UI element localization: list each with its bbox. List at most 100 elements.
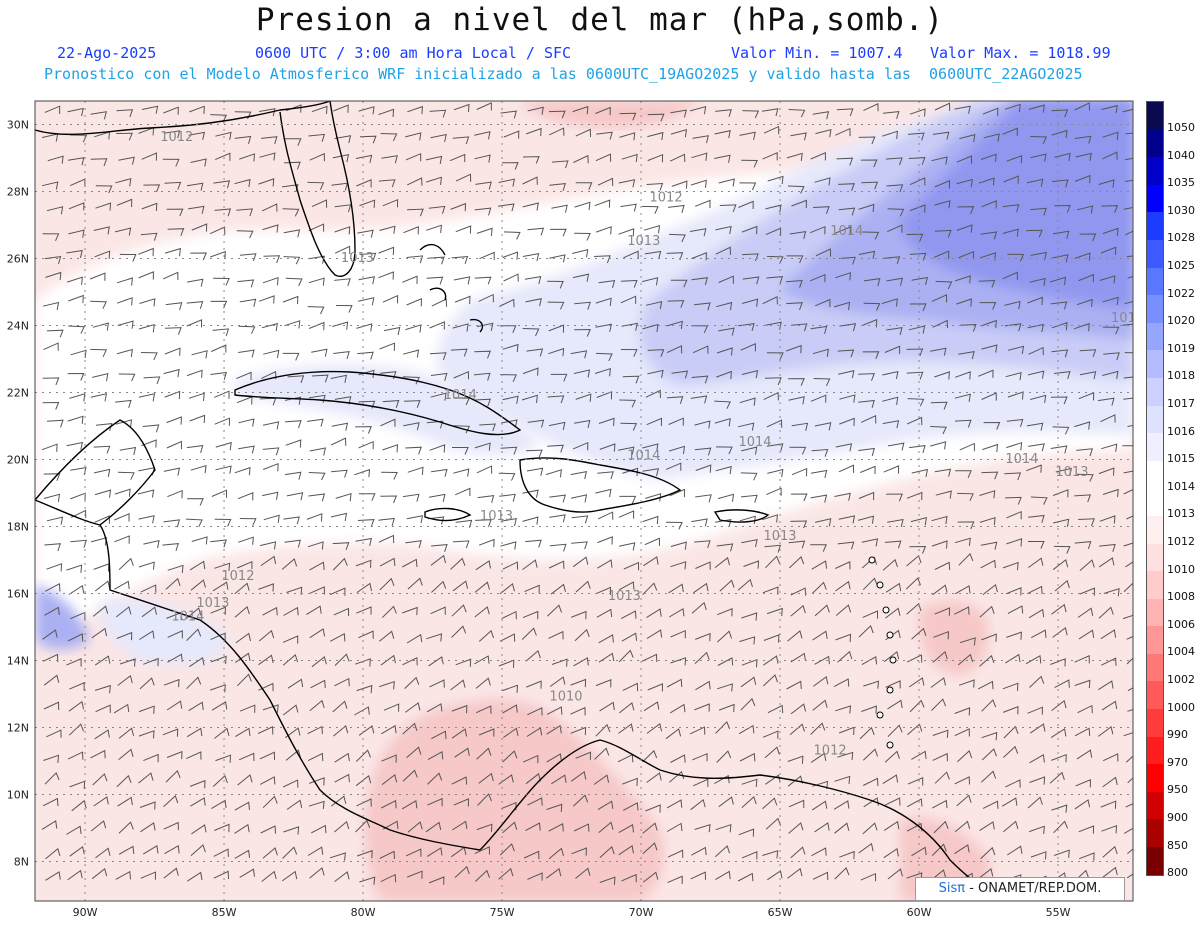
wind-barb <box>41 443 58 452</box>
wind-barb <box>738 724 755 735</box>
wind-barb <box>428 656 444 667</box>
wind-barb <box>595 723 611 737</box>
wind-barb <box>500 110 517 119</box>
wind-barb <box>190 252 207 261</box>
wind-barb <box>763 634 780 643</box>
wind-barb <box>187 871 203 882</box>
wind-barb <box>166 750 183 760</box>
wind-barb <box>355 559 372 568</box>
wind-barb <box>478 772 494 784</box>
wind-barb <box>522 367 539 376</box>
wind-barb <box>833 301 851 311</box>
wind-barb <box>238 418 255 427</box>
wind-barb <box>570 350 588 359</box>
wind-barb <box>597 511 614 520</box>
wind-barb <box>1004 300 1021 310</box>
wind-barb <box>521 394 538 403</box>
wind-barb <box>934 180 951 189</box>
wind-barb <box>286 799 303 810</box>
wind-barb <box>1030 207 1047 216</box>
wind-barb <box>407 466 424 475</box>
wind-barb <box>335 305 353 313</box>
wind-barb <box>524 584 540 594</box>
wind-barb <box>861 318 878 328</box>
wind-barb <box>767 468 784 478</box>
wind-barb <box>66 658 82 667</box>
wind-barb <box>791 422 809 431</box>
wind-barb <box>549 514 566 523</box>
wind-barb <box>1074 135 1092 144</box>
wind-barb <box>641 205 659 214</box>
wind-barb <box>811 581 827 594</box>
wind-barb <box>743 560 760 569</box>
wind-barb <box>695 464 712 473</box>
color-swatch-800 <box>1147 847 1163 875</box>
wind-barb <box>979 654 995 667</box>
color-scale-label: 900 <box>1167 811 1188 824</box>
wind-barb <box>575 393 592 402</box>
wind-barb <box>259 541 277 550</box>
wind-barb <box>1122 445 1133 447</box>
wind-barb <box>837 650 853 663</box>
wind-barb <box>1052 230 1070 239</box>
wind-barb <box>68 700 85 712</box>
wind-barb <box>1007 845 1023 856</box>
color-swatch-850 <box>1147 819 1163 848</box>
color-swatch-1016 <box>1147 405 1163 434</box>
wind-barb <box>981 633 997 642</box>
wind-barb <box>956 794 972 807</box>
wind-barb <box>95 423 113 431</box>
wind-barb <box>43 754 60 763</box>
wind-barb <box>932 131 950 140</box>
darker-blue-core <box>900 101 1133 310</box>
wind-barb <box>1003 745 1019 758</box>
wind-barb <box>210 250 226 260</box>
wind-barb <box>551 658 568 667</box>
wind-barb <box>91 627 108 639</box>
wind-barb <box>597 800 614 811</box>
color-swatch-1028 <box>1147 212 1163 240</box>
wind-barb <box>812 871 829 881</box>
wind-barb <box>1049 771 1065 784</box>
wind-barb <box>811 560 828 570</box>
color-scale-label: 1030 <box>1167 203 1195 217</box>
wind-barb <box>930 677 946 688</box>
color-swatch-1006 <box>1147 598 1163 627</box>
wind-barb <box>499 298 515 308</box>
wind-barb <box>213 848 229 857</box>
wind-barb <box>1102 151 1118 160</box>
wind-barb <box>1054 204 1071 213</box>
wind-barb <box>402 722 418 735</box>
wind-barb <box>453 276 471 285</box>
wind-barb <box>909 204 926 213</box>
wind-barb <box>234 582 250 595</box>
wind-barb <box>670 561 687 570</box>
wind-barb <box>498 472 516 481</box>
wind-barb <box>89 272 106 281</box>
wind-barb <box>190 158 207 167</box>
wind-barb <box>474 442 491 451</box>
wind-barb <box>1003 820 1019 833</box>
wind-barb <box>187 278 204 287</box>
wind-barb <box>455 487 471 496</box>
color-swatch-1050 <box>1147 102 1163 130</box>
color-swatch-1030 <box>1147 184 1163 213</box>
wind-barb <box>814 422 832 431</box>
wind-barb <box>334 773 350 783</box>
wind-barb <box>90 300 107 309</box>
wind-barb <box>860 872 877 882</box>
wind-barb <box>402 349 420 358</box>
wind-barb <box>451 728 468 739</box>
wind-barb <box>186 751 202 760</box>
isobar-label: 1010 <box>549 690 582 705</box>
wind-barb <box>402 769 418 782</box>
wind-barb <box>164 347 181 356</box>
wind-barb <box>67 869 83 881</box>
wind-barb <box>114 488 131 497</box>
wind-barb <box>355 775 372 787</box>
wind-barb <box>618 702 635 714</box>
wind-barb <box>427 750 444 761</box>
wind-barb <box>623 250 639 260</box>
wind-barb <box>979 605 995 618</box>
wind-barb <box>474 276 492 285</box>
